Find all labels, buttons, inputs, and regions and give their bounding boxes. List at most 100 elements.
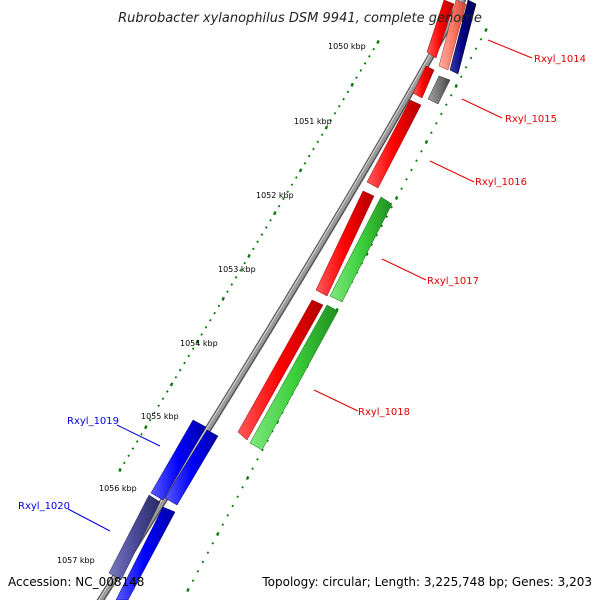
tick-mark [204,325,208,329]
gene-label-rxyl-1016[interactable]: Rxyl_1016 [475,177,527,188]
tick-label: 1053 kbp [218,265,256,274]
tick-mark [216,531,220,537]
tick-mark [230,283,234,286]
tick-mark [231,504,235,508]
tick-mark [211,541,215,545]
tick-mark [247,253,251,259]
tick-mark [329,119,333,122]
tick-mark [169,382,174,387]
tick-mark [256,240,259,244]
gene-arrow-rxyl-1014-red[interactable] [426,0,455,59]
tick-mark [234,276,238,279]
tick-mark [213,311,216,315]
tick-mark [355,76,358,80]
gene-arrow-rxyl-1015[interactable] [412,65,435,99]
tick-mark [303,161,307,165]
gene-arrow-rxyl-1014-salmon[interactable] [438,0,467,71]
gene-arrow-rxyl-1017-green[interactable] [329,196,393,303]
tick-mark [122,461,126,465]
tick-mark [394,195,399,201]
tick-mark [410,168,413,172]
tick-mark [424,139,429,145]
tick-mark [372,47,376,51]
gene-label-rxyl-1018[interactable]: Rxyl_1018 [358,407,410,418]
gene-arrow-rxyl-1019-a[interactable] [150,419,207,501]
accession-text: Accession: NC_008148 [8,575,144,589]
gene-arrow-rxyl-1017-red[interactable] [315,190,375,297]
tick-mark [140,432,143,436]
tick-mark [144,425,148,430]
tick-mark [368,54,371,58]
tick-mark [183,361,186,365]
tick-mark [200,333,204,336]
tick-mark [420,149,423,153]
tick-mark [243,261,247,265]
gene-arrow-rxyl-1018-green[interactable] [249,304,339,451]
tick-mark [324,125,329,130]
tick-mark [444,103,448,107]
tick-mark [195,339,200,344]
tick-mark [350,82,354,87]
tick-mark [174,375,178,379]
tick-mark [430,131,433,135]
gene-leader-lines [67,39,533,532]
tick-mark [118,467,122,473]
gene-arrow-rxyl-1019-b[interactable] [164,429,219,506]
tick-mark [161,397,165,401]
tick-label: 1052 kbp [256,191,294,200]
tick-mark [208,318,212,322]
tick-labels: 1050 kbp 1051 kbp 1052 kbp 1053 kbp 1054… [57,42,366,565]
tick-mark [376,39,380,45]
tick-mark [370,243,374,247]
tick-mark [226,513,230,517]
tick-mark [405,177,408,181]
tick-mark [337,104,341,108]
tick-mark [479,37,483,41]
tick-mark [290,183,294,187]
tick-label: 1054 kbp [180,339,218,348]
tick-mark [434,121,438,125]
gene-arrow-rxyl-1016[interactable] [366,99,422,189]
tick-mark [459,75,463,79]
gene-arrow-rxyl-1014-navy[interactable] [449,0,477,75]
tick-label: 1050 kbp [328,42,366,51]
tick-mark [298,168,303,173]
tick-mark [251,467,254,471]
tick-mark [286,190,290,194]
tick-mark [266,439,269,443]
tick-mark [148,418,152,422]
tick-mark [135,440,139,443]
tick-mark [260,233,264,236]
tick-mark [277,204,281,208]
tick-mark [400,187,403,191]
gene-label-rxyl-1015[interactable]: Rxyl_1015 [505,114,557,125]
tick-mark [359,69,363,72]
tick-mark [282,197,285,201]
tick-mark [217,304,221,308]
tick-label: 1051 kbp [294,117,332,126]
tick-mark [236,495,240,499]
gene-label-rxyl-1014[interactable]: Rxyl_1014 [534,54,586,65]
gene-arrow-rxyl-1020-blue[interactable] [115,506,176,600]
tick-mark [380,224,384,228]
tick-mark [221,296,225,301]
tick-mark [346,90,350,94]
gene-label-rxyl-1020[interactable]: Rxyl_1020 [18,501,70,512]
gene-label-rxyl-1017[interactable]: Rxyl_1017 [427,276,479,287]
tick-mark [269,218,272,222]
tick-mark [363,62,367,65]
tick-mark [256,457,259,461]
tick-mark [131,447,135,450]
gene-label-rxyl-1019[interactable]: Rxyl_1019 [67,416,119,427]
tick-mark [157,404,161,408]
tick-mark [226,290,229,294]
tick-mark [127,454,130,458]
gene-arrow-rxyl-1020-slate[interactable] [108,494,161,581]
tick-mark [316,140,320,144]
tick-mark [186,587,190,593]
tick-mark [307,154,311,158]
gene-arrow-rxyl-1018-red[interactable] [237,299,324,441]
gene-arrow-rxyl-1015-gray[interactable] [427,75,451,105]
genome-summary-text: Topology: circular; Length: 3,225,748 bp… [261,575,592,589]
